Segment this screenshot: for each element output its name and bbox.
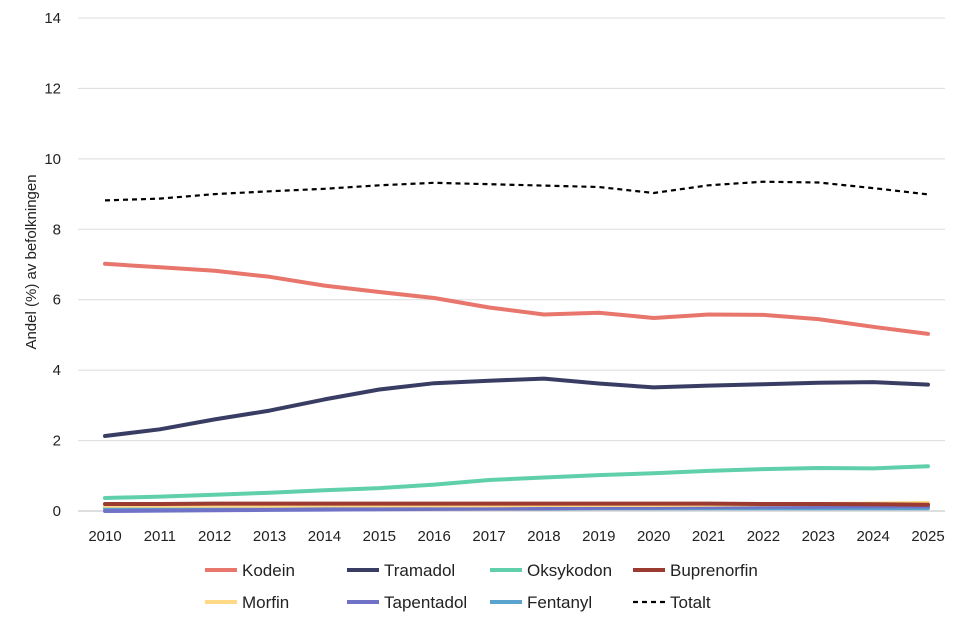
x-tick-label: 2016: [418, 528, 451, 545]
y-tick-label: 0: [53, 503, 61, 520]
x-tick-label: 2020: [637, 528, 670, 545]
y-axis-title: Andel (%) av befolkningen: [23, 174, 40, 349]
y-tick-label: 4: [53, 362, 61, 379]
x-tick-label: 2013: [253, 528, 286, 545]
x-tick-label: 2022: [747, 528, 780, 545]
legend-item-tramadol: Tramadol: [347, 561, 455, 580]
y-tick-label: 14: [44, 10, 61, 27]
series-line-oksykodon: [103, 464, 930, 500]
gridlines: [78, 17, 945, 512]
legend-label: Tramadol: [384, 561, 455, 580]
legend-label: Totalt: [670, 593, 711, 612]
x-tick-label: 2018: [527, 528, 560, 545]
legend-item-kodein: Kodein: [205, 561, 295, 580]
series-line-kodein: [103, 261, 930, 336]
x-tick-label: 2015: [363, 528, 396, 545]
y-tick-label: 8: [53, 221, 61, 238]
series-line-buprenorfin: [103, 501, 930, 507]
legend-item-oksykodon: Oksykodon: [490, 561, 612, 580]
legend-item-tapentadol: Tapentadol: [347, 593, 467, 612]
legend-item-morfin: Morfin: [205, 593, 289, 612]
legend: Kodein Tramadol Oksykodon Buprenorfin Morfin…: [205, 561, 758, 612]
legend-item-totalt: Totalt: [633, 593, 711, 612]
legend-label: Fentanyl: [527, 593, 592, 612]
series-line-totalt: [104, 180, 929, 202]
x-tick-label: 2017: [472, 528, 505, 545]
y-tick-label: 10: [44, 151, 61, 168]
legend-label: Kodein: [242, 561, 295, 580]
x-tick-label: 2014: [308, 528, 341, 545]
legend-label: Oksykodon: [527, 561, 612, 580]
y-tick-labels: 0 2 4 6 8 10 12 14: [44, 10, 61, 520]
series-line-tapentadol: [103, 504, 930, 513]
x-tick-labels: 2010 2011 2012 2013 2014 2015 2016 2017 2018 2019…: [88, 528, 944, 545]
x-tick-label: 2010: [88, 528, 121, 545]
x-tick-label: 2025: [911, 528, 944, 545]
x-tick-label: 2011: [144, 528, 176, 545]
legend-label: Morfin: [242, 593, 289, 612]
series-lines: [103, 180, 930, 513]
y-tick-label: 2: [53, 433, 61, 450]
x-tick-label: 2019: [582, 528, 615, 545]
legend-label: Buprenorfin: [670, 561, 758, 580]
legend-item-fentanyl: Fentanyl: [490, 593, 592, 612]
y-tick-label: 12: [44, 80, 61, 97]
legend-item-buprenorfin: Buprenorfin: [633, 561, 758, 580]
series-line-tramadol: [103, 376, 930, 438]
x-tick-label: 2012: [198, 528, 231, 545]
x-tick-label: 2023: [802, 528, 835, 545]
legend-label: Tapentadol: [384, 593, 467, 612]
x-tick-label: 2021: [692, 528, 725, 545]
y-tick-label: 6: [53, 292, 61, 309]
x-tick-label: 2024: [856, 528, 889, 545]
